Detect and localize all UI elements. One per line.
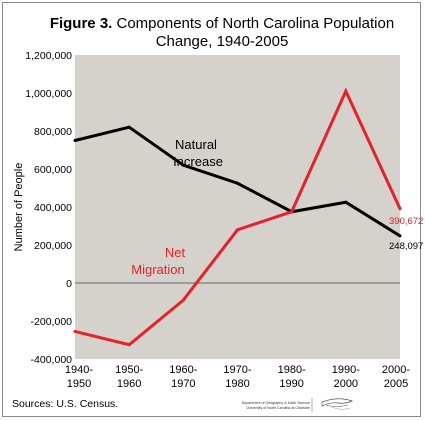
x-tick-label: 1950 <box>67 378 91 390</box>
y-tick-label: 600,000 <box>34 164 72 176</box>
net-migration-point <box>344 89 348 93</box>
x-tick-label: 1980 <box>225 378 249 390</box>
y-tick-label: -200,000 <box>31 316 73 328</box>
unc-charlotte-logo-icon <box>321 398 353 410</box>
credit-line1: Department of Geography & Earth Science <box>242 401 310 405</box>
natural-increase-end-value: 248,097 <box>389 241 423 252</box>
natural-increase-point <box>73 139 77 142</box>
net-migration-label-line1: Net <box>165 245 186 260</box>
chart-title-rest: Components of North Carolina Population <box>117 15 395 32</box>
y-axis-ticks: 1,200,000 1,000,000 800,000 600,000 400,000 2… <box>25 50 72 366</box>
natural-increase-label-line1: Natural <box>175 137 217 152</box>
natural-increase-point <box>398 234 402 238</box>
chart-title-line1: Figure 3. Components of North Carolina P… <box>50 15 394 32</box>
y-tick-label: 0 <box>66 278 72 290</box>
plot-area <box>75 55 400 359</box>
x-tick-label: 1960- <box>169 364 197 376</box>
x-tick-label: 1990 <box>279 378 303 390</box>
x-tick-label: 2000- <box>382 364 410 376</box>
x-tick-label: 1990- <box>332 364 360 376</box>
y-tick-label: 1,000,000 <box>25 88 72 100</box>
y-tick-label: 1,200,000 <box>25 50 72 62</box>
net-migration-label-line2: Migration <box>131 262 184 277</box>
source-note: Sources: U.S. Census. <box>12 398 118 410</box>
chart-title-prefix: Figure 3. <box>50 15 113 32</box>
natural-increase-point <box>344 200 348 204</box>
credit-line2: University of North Carolina at Charlott… <box>246 406 310 410</box>
y-tick-label: 800,000 <box>34 126 72 138</box>
natural-increase-point <box>181 163 185 167</box>
y-tick-label: 200,000 <box>34 240 72 252</box>
chart-title-line2: Change, 1940-2005 <box>156 33 289 50</box>
credit-block: Department of Geography & Earth Science … <box>242 398 353 412</box>
x-tick-label: 2000 <box>334 378 358 390</box>
y-tick-label: -400,000 <box>31 354 73 366</box>
x-tick-label: 1980- <box>278 364 306 376</box>
x-tick-label: 1970- <box>223 364 251 376</box>
x-tick-label: 1960 <box>117 378 141 390</box>
net-migration-point <box>181 298 185 302</box>
net-migration-end-value: 390,672 <box>389 216 423 227</box>
x-tick-label: 1940- <box>65 364 93 376</box>
x-tick-label: 1970 <box>171 378 195 390</box>
net-migration-point <box>398 207 402 211</box>
net-migration-point <box>290 210 294 214</box>
natural-increase-point <box>236 181 239 185</box>
x-tick-label: 2005 <box>384 378 408 390</box>
x-tick-label: 1950- <box>115 364 143 376</box>
net-migration-point <box>73 329 77 333</box>
net-migration-point <box>236 228 239 232</box>
natural-increase-label-line2: Increase <box>173 154 223 169</box>
y-tick-label: 400,000 <box>34 202 72 214</box>
series-lines <box>73 87 402 347</box>
natural-increase-point <box>127 125 131 129</box>
x-axis-ticks: 1940- 1950 1950- 1960 1960- 1970 1970- 1980 1980… <box>65 364 410 390</box>
y-axis-label: Number of People <box>13 163 25 252</box>
net-migration-point <box>127 343 131 347</box>
